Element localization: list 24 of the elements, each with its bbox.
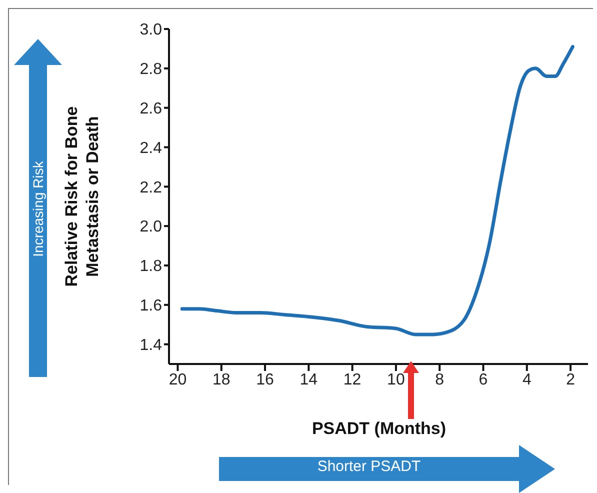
y-axis-title: Relative Risk for Bone Metastasis or Death	[62, 106, 102, 287]
x-tick-label: 10	[387, 371, 405, 388]
y-tick-label: 1.4	[140, 336, 162, 354]
x-tick-label: 12	[343, 371, 362, 388]
text: Shorter PSADT	[316, 458, 422, 475]
x-tick-label: 18	[212, 371, 230, 388]
x-axis-title: PSADT (Months)	[310, 419, 448, 439]
line-series	[180, 44, 574, 336]
x-tick-label: 8	[435, 371, 444, 388]
x-tick-label: 6	[478, 371, 488, 388]
y-tick-label: 2.2	[140, 179, 162, 196]
y-tick-label: 2.8	[140, 61, 162, 78]
y-tick-label: 1.8	[140, 258, 162, 276]
y-tick-label: 2.6	[140, 100, 162, 118]
y-tick-label: 2.0	[140, 218, 162, 236]
y-tick-label: 3.0	[140, 22, 162, 39]
x-tick-label: 20	[168, 371, 187, 388]
x-tick-label: 14	[300, 371, 318, 388]
x-tick-label: 2	[566, 371, 576, 388]
x-tick-label: 4	[522, 371, 532, 388]
y-tick-label: 1.6	[140, 298, 162, 315]
x-tick-label: 16	[256, 371, 274, 388]
y-tick-label: 2.4	[140, 140, 162, 157]
text: Increasing Risk	[30, 161, 46, 257]
